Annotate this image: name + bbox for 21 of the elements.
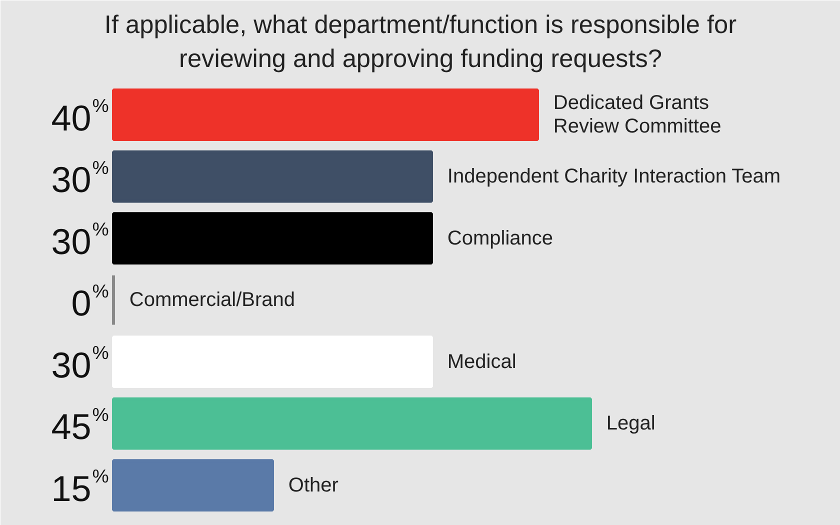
- y-tick-label: Independent Charity Interaction Team: [447, 166, 781, 188]
- data-label: 30%: [51, 156, 109, 200]
- data-label: 30%: [51, 218, 109, 262]
- y-tick-label: Medical: [447, 350, 516, 373]
- y-tick-label: Dedicated Grants Review Committee: [553, 92, 722, 138]
- bar: [112, 336, 433, 388]
- y-tick-label: Other: [288, 474, 339, 496]
- bar: [112, 397, 592, 450]
- chart-title: If applicable, what department/function is responsible for reviewing and approving funding requests?: [104, 11, 738, 74]
- bar: [112, 150, 433, 203]
- data-label: 15%: [51, 466, 109, 509]
- y-tick-label: Commercial/Brand: [129, 289, 296, 312]
- data-label: 40%: [51, 95, 109, 138]
- bar: [112, 459, 274, 512]
- data-label: 45%: [51, 404, 109, 448]
- y-tick-label: Legal: [606, 412, 656, 435]
- data-label: 0%: [71, 280, 109, 324]
- y-tick-label: Compliance: [447, 227, 554, 250]
- bar: [112, 88, 539, 141]
- data-label: 30%: [51, 342, 109, 386]
- bar: [112, 212, 433, 264]
